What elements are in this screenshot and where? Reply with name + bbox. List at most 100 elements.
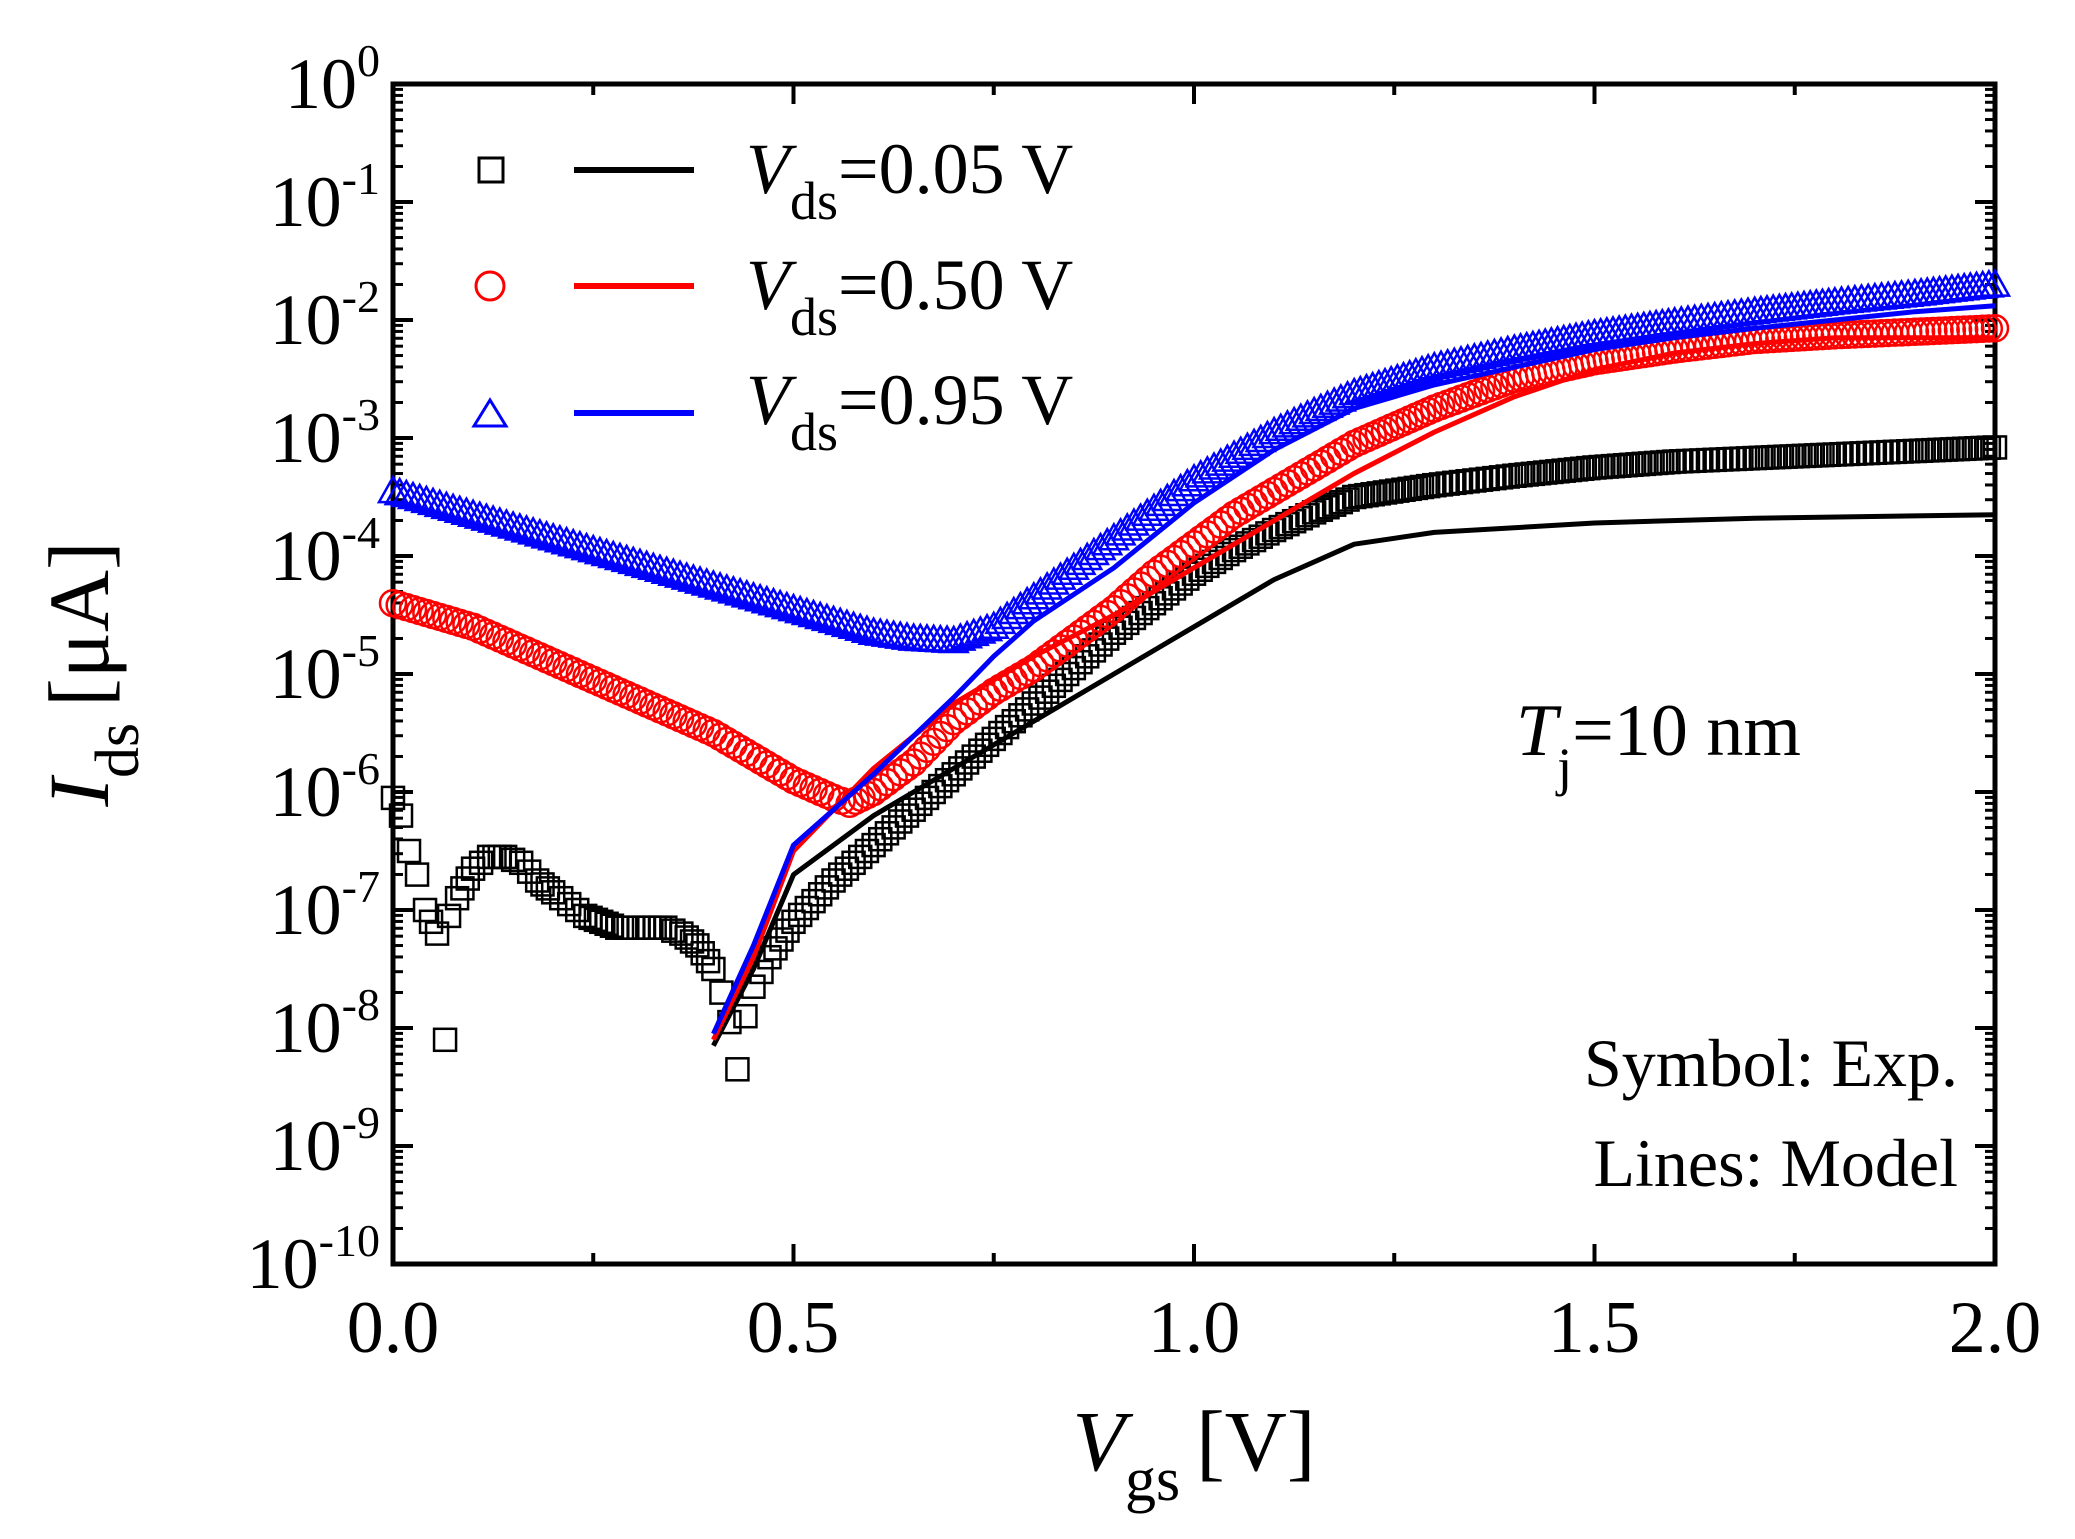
data-point-square — [1869, 440, 1894, 465]
data-point-triangle — [637, 551, 670, 581]
data-point-square — [516, 859, 542, 884]
data-point-square — [814, 875, 840, 900]
data-point-triangle — [1137, 492, 1171, 522]
data-point-triangle — [403, 482, 436, 512]
data-point-square — [1982, 435, 2008, 460]
data-point-triangle — [610, 543, 643, 573]
data-point-square — [1715, 446, 1741, 472]
data-point-triangle — [1438, 346, 1471, 376]
data-point-triangle — [1431, 347, 1464, 377]
model-line-0 — [711, 512, 1996, 1047]
data-point-triangle — [1044, 561, 1077, 590]
data-point-triangle — [1091, 526, 1124, 556]
data-point-triangle — [650, 555, 683, 584]
data-point-square — [1315, 494, 1340, 520]
data-point-triangle — [1444, 344, 1478, 374]
data-point-circle — [1333, 433, 1362, 463]
data-point-square — [1448, 469, 1474, 495]
data-point-triangle — [837, 610, 870, 640]
data-point-triangle — [670, 561, 703, 590]
data-point-triangle — [1111, 511, 1144, 541]
data-point-triangle — [717, 574, 750, 604]
annotation-tj: Tj=10 nm — [1516, 690, 1801, 797]
data-point-triangle — [1097, 521, 1131, 551]
data-point-triangle — [557, 527, 590, 557]
series-layer — [376, 268, 2012, 1082]
data-point-triangle — [1084, 531, 1117, 561]
data-point-square — [404, 862, 430, 887]
data-point-square — [1455, 469, 1480, 494]
annotation-lines-note: Lines: Model — [1593, 1125, 1958, 1201]
data-point-triangle — [416, 486, 450, 516]
legend-label-2: Vds=0.95 V — [746, 360, 1073, 462]
y-tick-label: 10-4 — [270, 507, 380, 596]
data-point-square — [1875, 439, 1901, 465]
data-point-triangle — [784, 594, 817, 624]
model-line-2 — [711, 303, 1996, 1035]
data-point-triangle — [583, 535, 617, 565]
data-point-square — [1842, 441, 1868, 466]
data-point-triangle — [830, 608, 864, 638]
data-point-triangle — [630, 549, 663, 579]
data-point-square — [1849, 441, 1874, 466]
data-point-triangle — [804, 600, 837, 630]
data-point-triangle — [1117, 506, 1151, 536]
data-point-square — [1475, 466, 1500, 492]
data-point-triangle — [1024, 575, 1057, 605]
data-point-square — [1442, 470, 1467, 496]
x-tick-label: 1.5 — [1548, 1287, 1641, 1369]
data-point-square — [701, 956, 726, 982]
data-point-triangle — [997, 595, 1030, 625]
data-point-square — [787, 902, 813, 928]
data-point-square — [1722, 446, 1747, 472]
legend-label-1: Vds=0.50 V — [746, 245, 1073, 347]
data-point-square — [380, 785, 406, 811]
data-point-triangle — [1451, 343, 1484, 373]
data-point-square — [1709, 447, 1734, 472]
y-tick-label: 10-8 — [270, 979, 380, 1068]
x-tick-label: 0.5 — [747, 1287, 840, 1369]
data-point-triangle — [757, 586, 790, 616]
data-point-square — [695, 948, 721, 974]
data-point-triangle — [590, 537, 623, 567]
y-tick-label: 100 — [285, 35, 380, 124]
data-point-triangle — [1491, 334, 1524, 364]
data-point-triangle — [1037, 565, 1070, 595]
data-point-triangle — [743, 582, 777, 612]
y-tick-label: 10-9 — [270, 1097, 380, 1186]
data-point-square — [1462, 468, 1487, 493]
y-tick-label: 10-6 — [270, 743, 380, 832]
annotation-symbol-note: Symbol: Exp. — [1584, 1025, 1958, 1101]
data-point-triangle — [1051, 556, 1084, 585]
axis-ticks — [391, 82, 1997, 1266]
x-tick-labels: 0.0 0.5 1.0 1.5 2.0 — [347, 1287, 2042, 1369]
data-point-triangle — [944, 622, 977, 651]
data-point-triangle — [1064, 546, 1097, 576]
data-point-triangle — [623, 547, 657, 577]
data-point-triangle — [657, 557, 690, 586]
data-point-triangle — [710, 572, 743, 602]
data-point-square — [1321, 492, 1347, 517]
data-point-triangle — [603, 541, 637, 571]
legend-marker-circle — [474, 270, 506, 302]
data-point-triangle — [770, 590, 803, 620]
data-point-square — [1682, 448, 1707, 473]
data-point-triangle — [950, 619, 984, 649]
data-point-triangle — [1405, 354, 1439, 384]
data-point-square — [1335, 487, 1360, 512]
data-point-triangle — [990, 600, 1024, 630]
data-point-triangle — [750, 584, 783, 614]
data-point-triangle — [643, 553, 677, 583]
data-point-triangle — [1031, 570, 1064, 600]
data-point-square — [1689, 448, 1714, 473]
data-point-triangle — [1057, 551, 1090, 581]
data-point-triangle — [476, 504, 510, 533]
data-point-square — [775, 918, 800, 943]
data-point-triangle — [1004, 590, 1037, 620]
data-point-triangle — [376, 474, 410, 504]
data-point-triangle — [1164, 472, 1197, 502]
data-point-square — [492, 844, 518, 870]
x-tick-label: 1.0 — [1148, 1287, 1241, 1369]
data-point-triangle — [570, 531, 603, 561]
data-point-triangle — [957, 617, 990, 647]
